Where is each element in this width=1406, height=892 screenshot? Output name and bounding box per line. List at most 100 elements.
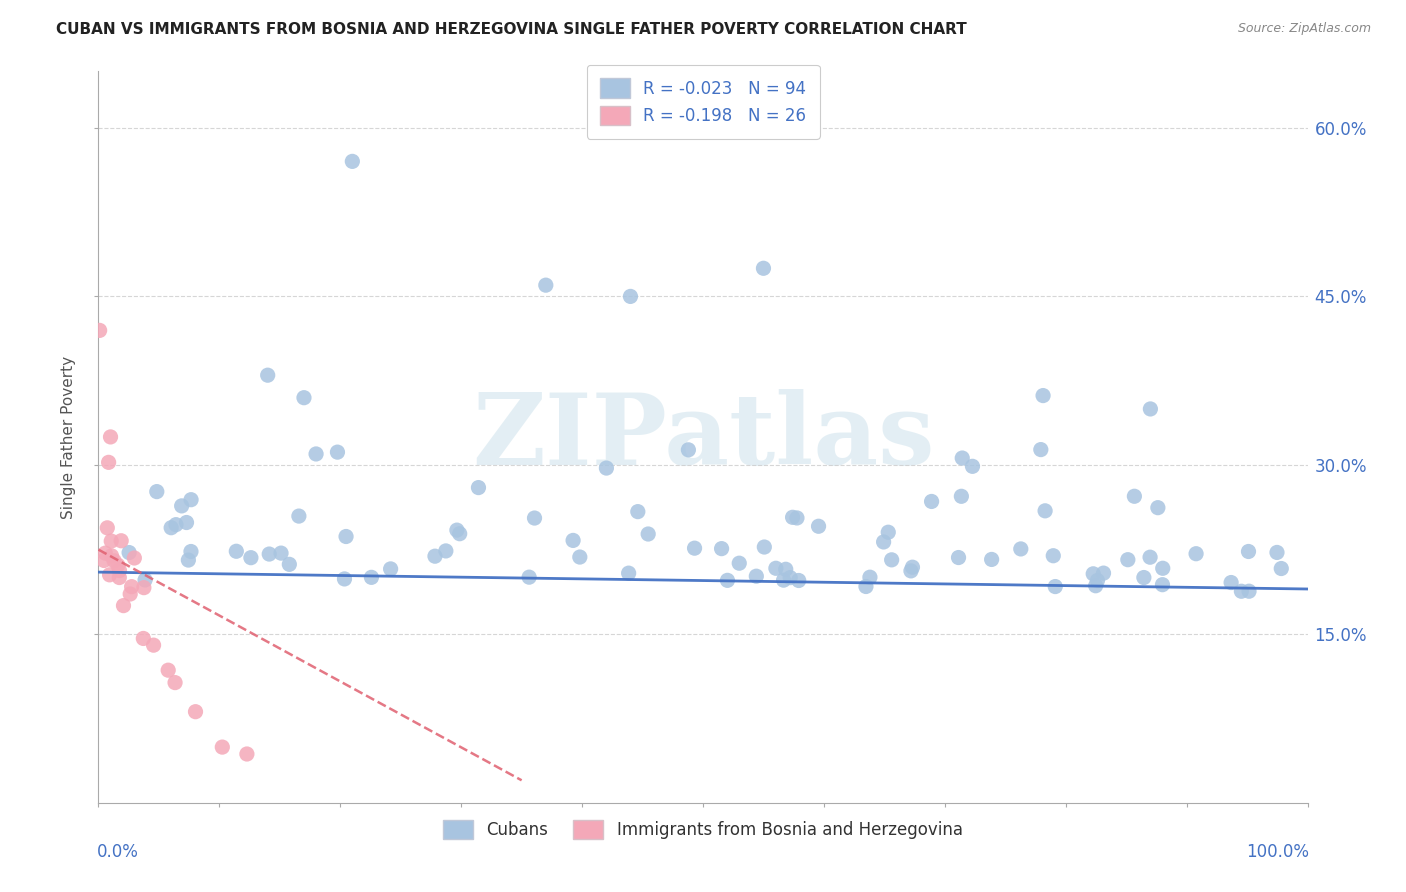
Point (160, 521, 183, 535)
Point (562, 533, 585, 548)
Point (97, 455, 120, 469)
Point (107, 558, 129, 573)
Point (446, 523, 468, 537)
Point (103, 554, 125, 568)
Point (595, 461, 617, 475)
Text: CUBAN VS IMMIGRANTS FROM BOSNIA AND HERZEGOVINA SINGLE FATHER POVERTY CORRELATIO: CUBAN VS IMMIGRANTS FROM BOSNIA AND HERZ… (56, 22, 967, 37)
Point (779, 571, 801, 585)
Point (980, 552, 1002, 566)
Point (752, 261, 775, 276)
Point (900, 564, 922, 578)
Point (184, 705, 207, 719)
Point (257, 547, 280, 561)
Point (305, 447, 328, 461)
Point (534, 278, 557, 293)
Point (434, 544, 457, 558)
Point (627, 505, 650, 519)
Point (901, 560, 924, 574)
Point (467, 481, 489, 495)
Point (112, 599, 135, 613)
Point (807, 519, 830, 533)
Point (180, 544, 202, 558)
Text: 0.0%: 0.0% (97, 843, 139, 861)
Point (100, 549, 122, 563)
Point (333, 572, 356, 586)
Y-axis label: Single Father Poverty: Single Father Poverty (60, 356, 76, 518)
Point (360, 570, 382, 584)
Point (1084, 579, 1107, 593)
Point (423, 549, 446, 564)
Point (1029, 442, 1052, 457)
Point (1092, 566, 1115, 581)
Point (225, 544, 247, 558)
Point (517, 570, 540, 584)
Point (786, 511, 808, 525)
Point (132, 632, 155, 646)
Point (165, 517, 187, 532)
Point (745, 569, 768, 583)
Point (342, 154, 364, 169)
Point (775, 562, 797, 576)
Point (1152, 561, 1174, 575)
Point (710, 541, 733, 556)
Point (288, 509, 311, 524)
Point (170, 499, 193, 513)
Point (1139, 401, 1161, 416)
Point (872, 535, 894, 549)
Point (772, 573, 794, 587)
Point (176, 516, 198, 530)
Point (1147, 500, 1170, 515)
Point (121, 580, 143, 594)
Point (1087, 574, 1109, 588)
Point (637, 527, 659, 541)
Point (256, 368, 278, 383)
Point (292, 391, 315, 405)
Point (765, 561, 787, 575)
Point (1133, 570, 1156, 584)
Point (1083, 566, 1105, 581)
Point (962, 459, 984, 474)
Point (326, 445, 349, 459)
Point (880, 553, 903, 567)
Point (950, 489, 973, 503)
Point (142, 638, 165, 652)
Text: 100.0%: 100.0% (1246, 843, 1309, 861)
Point (568, 549, 591, 564)
Point (1123, 489, 1146, 503)
Point (859, 570, 882, 584)
Text: Source: ZipAtlas.com: Source: ZipAtlas.com (1237, 22, 1371, 36)
Point (98, 567, 121, 582)
Point (120, 587, 142, 601)
Point (523, 511, 546, 525)
Point (1237, 544, 1260, 558)
Point (787, 574, 810, 588)
Point (165, 675, 187, 690)
Point (270, 546, 292, 560)
Point (108, 564, 131, 578)
Point (1185, 547, 1208, 561)
Point (855, 580, 877, 594)
Point (950, 451, 973, 466)
Point (180, 492, 202, 507)
Point (124, 551, 146, 566)
Point (754, 540, 776, 554)
Point (1045, 580, 1067, 594)
Point (619, 289, 641, 303)
Point (921, 494, 943, 508)
Point (89, 323, 111, 337)
Point (678, 442, 700, 457)
Point (157, 663, 180, 677)
Point (683, 541, 706, 556)
Point (335, 529, 357, 543)
Point (728, 556, 751, 570)
Point (177, 553, 200, 567)
Point (134, 573, 156, 587)
Point (132, 581, 155, 595)
Point (1042, 549, 1064, 563)
Point (1270, 561, 1292, 575)
Point (100, 430, 122, 444)
Point (1220, 575, 1243, 590)
Point (1152, 577, 1174, 591)
Point (1116, 552, 1139, 566)
Point (110, 533, 132, 548)
